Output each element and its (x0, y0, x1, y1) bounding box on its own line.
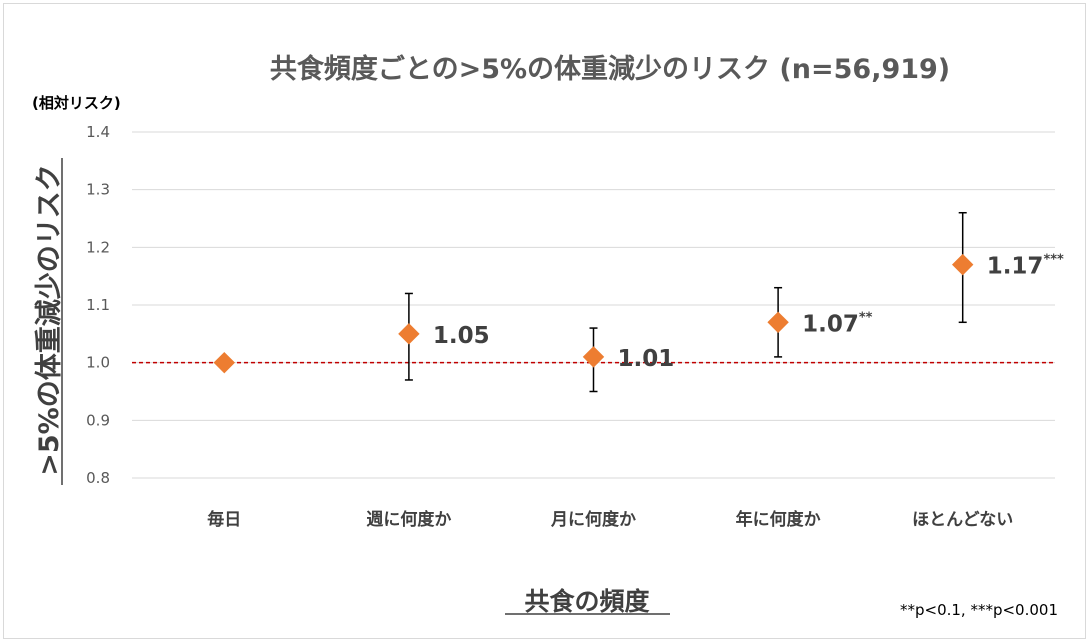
y-tick-label: 1.1 (86, 296, 110, 314)
x-tick-label: 週に何度か (366, 509, 451, 530)
data-label: 1.17*** (987, 253, 1064, 280)
y-tick-label: 0.8 (86, 469, 110, 487)
y-tick-label: 1.4 (86, 123, 110, 141)
x-tick-label: 毎日 (207, 509, 241, 530)
data-point-marker (767, 311, 789, 334)
x-tick-label: 年に何度か (736, 509, 821, 530)
y-tick-label: 1.2 (86, 238, 110, 256)
data-point-marker (951, 253, 974, 276)
x-axis-label: 共食の頻度 (524, 587, 649, 616)
footnote: **p<0.1, ***p<0.001 (900, 601, 1058, 619)
y-tick-label: 0.9 (86, 411, 110, 429)
unit-label: (相対リスク) (32, 94, 121, 112)
data-point-marker (582, 346, 605, 368)
data-label: 1.05 (433, 323, 490, 349)
significance-marker: ** (859, 310, 873, 325)
significance-marker: *** (1043, 253, 1064, 268)
data-point-marker (213, 351, 236, 374)
y-tick-label: 1.3 (86, 181, 110, 199)
chart-frame (3, 3, 1086, 639)
data-label: 1.07** (802, 310, 873, 337)
y-axis-label: >5%の体重減少のリスク (34, 164, 65, 475)
data-label: 1.01 (618, 346, 675, 372)
y-tick-label: 1.0 (86, 354, 110, 372)
chart-title: 共食頻度ごとの>5%の体重減少のリスク (n=56,919) (270, 53, 950, 85)
x-tick-label: 月に何度か (550, 509, 636, 530)
x-tick-label: ほとんどない (912, 510, 1013, 530)
data-point-marker (398, 323, 420, 345)
